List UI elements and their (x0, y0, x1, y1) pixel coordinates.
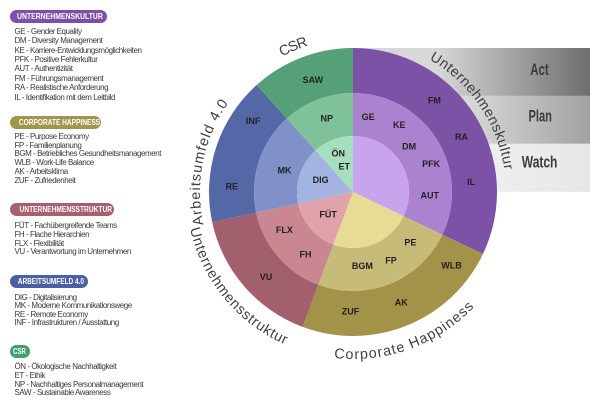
svg-text:PE: PE (404, 237, 416, 247)
svg-text:RA: RA (455, 132, 468, 142)
svg-text:DIG: DIG (313, 175, 329, 185)
svg-text:MK: MK (277, 166, 291, 176)
svg-text:FP: FP (385, 256, 397, 266)
svg-text:ÖN: ÖN (332, 148, 346, 158)
svg-text:FÜT: FÜT (319, 209, 337, 219)
svg-text:ET: ET (339, 162, 351, 172)
svg-text:FLX: FLX (276, 225, 293, 235)
svg-text:BGM: BGM (352, 261, 373, 271)
svg-text:RE: RE (225, 182, 238, 192)
svg-text:Act: Act (530, 61, 549, 79)
svg-text:FM: FM (428, 96, 441, 106)
svg-text:WLB: WLB (441, 261, 462, 271)
svg-text:PFK: PFK (422, 159, 441, 169)
svg-text:CSR: CSR (277, 34, 310, 60)
svg-text:FH: FH (300, 250, 312, 260)
svg-text:VU: VU (260, 272, 273, 282)
svg-text:Plan: Plan (528, 107, 552, 125)
svg-text:AK: AK (395, 298, 408, 308)
svg-text:NP: NP (321, 114, 334, 124)
svg-text:SAW: SAW (303, 75, 324, 85)
svg-text:AUT: AUT (420, 191, 439, 201)
svg-text:GE: GE (362, 112, 375, 122)
svg-text:KE: KE (393, 120, 406, 130)
svg-text:Watch: Watch (522, 153, 558, 171)
svg-text:INF: INF (246, 116, 261, 126)
svg-text:IL: IL (467, 177, 476, 187)
svg-text:ZUF: ZUF (342, 306, 360, 316)
svg-text:DM: DM (402, 141, 416, 151)
